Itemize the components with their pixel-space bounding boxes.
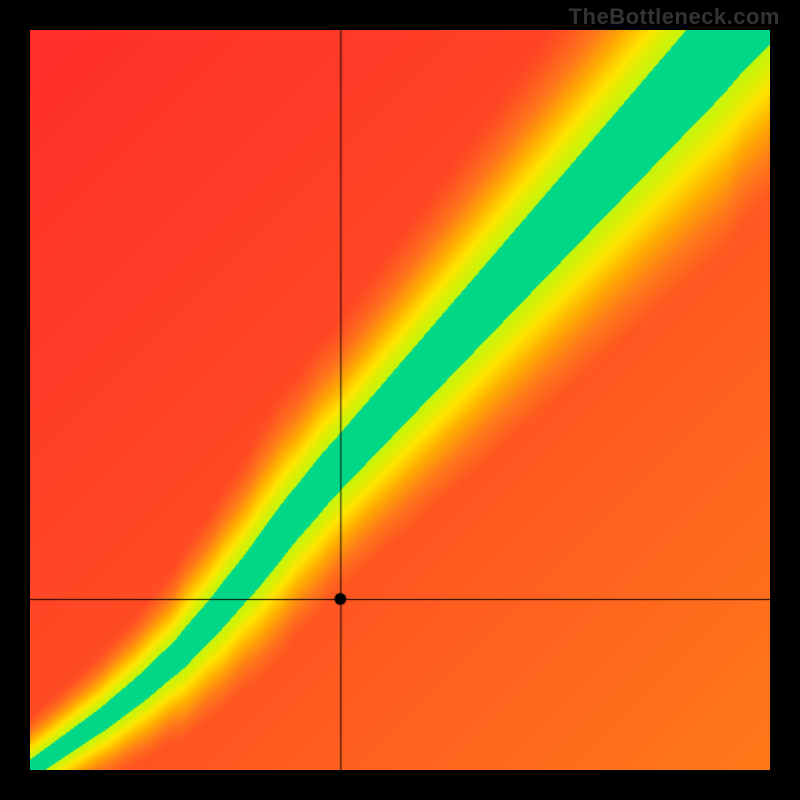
- heatmap-canvas: [30, 30, 770, 770]
- plot-area: [30, 30, 770, 770]
- chart-container: TheBottleneck.com: [0, 0, 800, 800]
- watermark-text: TheBottleneck.com: [569, 4, 780, 30]
